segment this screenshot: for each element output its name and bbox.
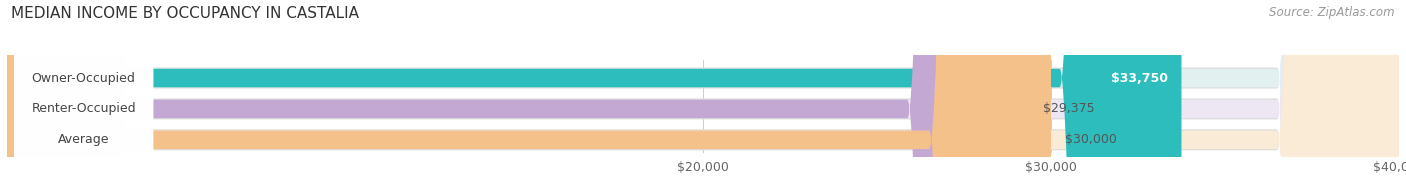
FancyBboxPatch shape: [7, 0, 1399, 196]
FancyBboxPatch shape: [14, 0, 153, 196]
FancyBboxPatch shape: [14, 0, 153, 196]
Text: $33,750: $33,750: [1111, 72, 1167, 84]
FancyBboxPatch shape: [7, 0, 1181, 196]
Text: Renter-Occupied: Renter-Occupied: [31, 103, 136, 115]
FancyBboxPatch shape: [7, 0, 1052, 196]
Text: $29,375: $29,375: [1043, 103, 1095, 115]
FancyBboxPatch shape: [7, 0, 1399, 196]
FancyBboxPatch shape: [7, 0, 1029, 196]
FancyBboxPatch shape: [7, 0, 1399, 196]
FancyBboxPatch shape: [7, 0, 1399, 196]
FancyBboxPatch shape: [7, 0, 1399, 196]
Text: Source: ZipAtlas.com: Source: ZipAtlas.com: [1270, 6, 1395, 19]
Text: $30,000: $30,000: [1064, 133, 1116, 146]
FancyBboxPatch shape: [7, 0, 1399, 196]
Text: MEDIAN INCOME BY OCCUPANCY IN CASTALIA: MEDIAN INCOME BY OCCUPANCY IN CASTALIA: [11, 6, 360, 21]
Text: Owner-Occupied: Owner-Occupied: [32, 72, 135, 84]
Text: Average: Average: [58, 133, 110, 146]
FancyBboxPatch shape: [14, 0, 153, 196]
